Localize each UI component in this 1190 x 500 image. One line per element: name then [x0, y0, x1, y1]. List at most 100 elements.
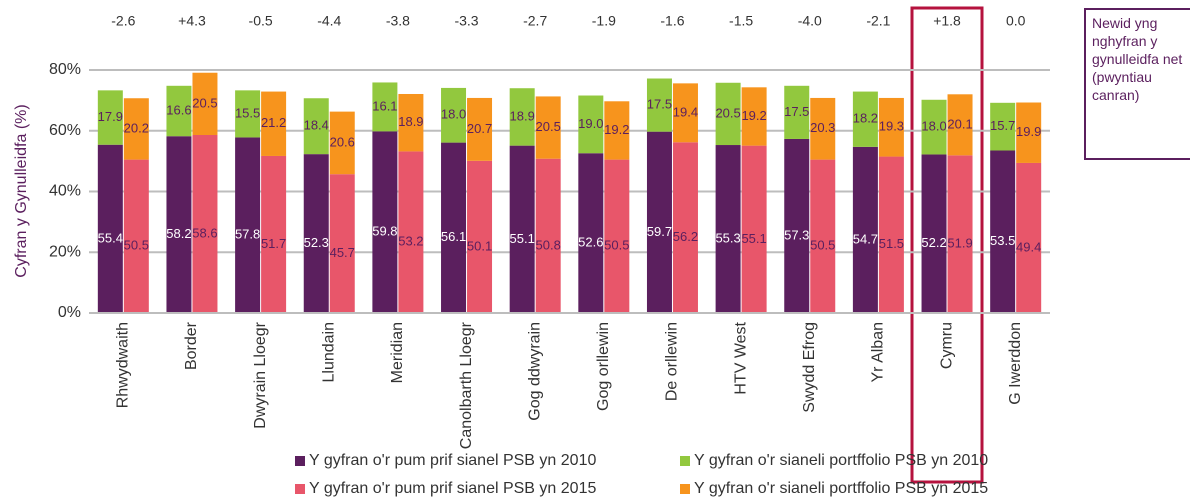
bar-segment: [578, 95, 604, 154]
net-change-label: 0.0: [1006, 13, 1026, 29]
legend-label: Y gyfran o'r pum prif sianel PSB yn 2010: [309, 452, 596, 469]
bar-segment: [192, 135, 218, 313]
bar-segment: [261, 91, 287, 156]
legend-swatch: [295, 456, 305, 466]
data-label: 49.4: [1016, 239, 1041, 254]
bar-segment: [810, 159, 836, 313]
x-tick-label: Yr Alban: [870, 322, 887, 382]
net-change-label: +1.8: [933, 13, 961, 29]
net-change-label: -2.6: [111, 13, 135, 29]
bar-segment: [878, 156, 904, 313]
bar-segment: [604, 159, 630, 313]
data-label: 53.5: [990, 233, 1015, 248]
data-label: 19.2: [604, 122, 629, 137]
bar-segment: [398, 93, 424, 152]
data-label: 54.7: [853, 231, 878, 246]
data-label: 45.7: [330, 245, 355, 260]
data-label: 17.5: [784, 104, 809, 119]
bar-segment: [990, 150, 1016, 313]
data-label: 55.1: [510, 231, 535, 246]
data-label: 55.3: [715, 230, 740, 245]
data-label: 16.1: [372, 98, 397, 113]
x-tick-label: Dwyrain Lloegr: [252, 321, 269, 428]
bar-segment: [166, 136, 192, 313]
x-tick-label: Swydd Efrog: [801, 322, 818, 413]
data-label: 15.7: [990, 118, 1015, 133]
data-label: 50.8: [536, 237, 561, 252]
data-label: 21.2: [261, 115, 286, 130]
bar-segment: [398, 151, 424, 313]
x-tick-label: De orllewin: [664, 322, 681, 401]
x-tick-label: Gog ddwyrain: [526, 322, 543, 421]
bar-segment: [852, 91, 878, 147]
data-label: 51.9: [947, 236, 972, 251]
bar-segment: [235, 90, 261, 138]
net-change-label: -1.5: [729, 13, 753, 29]
net-change-label: +4.3: [178, 13, 206, 29]
data-label: 18.2: [853, 111, 878, 126]
data-label: 50.5: [604, 238, 629, 253]
bar-segment: [123, 159, 149, 313]
bar-segment: [97, 144, 123, 313]
data-label: 59.7: [647, 224, 672, 239]
bar-segment: [97, 90, 123, 145]
x-tick-label: Meridian: [389, 322, 406, 383]
x-tick-label: G Iwerddon: [1007, 322, 1024, 405]
data-label: 15.5: [235, 105, 260, 120]
data-label: 19.2: [741, 108, 766, 123]
data-label: 19.4: [673, 104, 698, 119]
bar-segment: [878, 97, 904, 157]
data-label: 51.7: [261, 236, 286, 251]
bar-segment: [784, 138, 810, 313]
x-tick-label: HTV West: [732, 321, 749, 394]
legend-swatch: [680, 484, 690, 494]
bar-segment: [604, 101, 630, 160]
data-label: 57.3: [784, 227, 809, 242]
bar-segment: [784, 85, 810, 139]
bar-segment: [192, 72, 218, 136]
data-label: 18.9: [510, 108, 535, 123]
data-label: 52.2: [921, 235, 946, 250]
data-label: 20.1: [947, 116, 972, 131]
legend-swatch: [680, 456, 690, 466]
bar-segment: [467, 160, 493, 313]
data-label: 17.5: [647, 97, 672, 112]
bar-segment: [261, 155, 287, 313]
bar-segment: [1016, 102, 1042, 163]
net-change-label: -0.5: [249, 13, 273, 29]
net-change-label: -3.3: [454, 13, 478, 29]
data-label: 20.6: [330, 134, 355, 149]
data-label: 50.5: [810, 238, 835, 253]
legend-label: Y gyfran o'r sianeli portffolio PSB yn 2…: [694, 480, 988, 497]
bar-segment: [123, 98, 149, 160]
bar-segment: [467, 97, 493, 161]
data-label: 20.3: [810, 120, 835, 135]
bar-segment: [535, 158, 561, 313]
data-label: 55.1: [741, 231, 766, 246]
data-label: 20.5: [715, 105, 740, 120]
bar-segment: [741, 87, 767, 146]
bar-segment: [741, 145, 767, 313]
data-label: 20.7: [467, 121, 492, 136]
bar-segment: [852, 146, 878, 313]
bar-segment: [166, 85, 192, 137]
net-change-label: -2.7: [523, 13, 547, 29]
bar-segment: [303, 154, 329, 313]
data-label: 55.4: [98, 230, 123, 245]
net-change-label: -4.4: [317, 13, 341, 29]
bar-segment: [715, 82, 741, 146]
net-change-label: -3.8: [386, 13, 410, 29]
bar-segment: [810, 97, 836, 160]
y-tick-label: 20%: [49, 243, 81, 260]
y-tick-label: 60%: [49, 122, 81, 139]
bar-segment: [672, 83, 698, 143]
x-tick-label: Llundain: [320, 322, 337, 383]
data-label: 20.5: [192, 95, 217, 110]
x-tick-label: Canolbarth Lloegr: [458, 321, 475, 449]
y-tick-label: 80%: [49, 61, 81, 78]
bar-segment: [235, 137, 261, 313]
data-label: 58.2: [166, 226, 191, 241]
data-label: 18.0: [921, 119, 946, 134]
data-label: 56.1: [441, 229, 466, 244]
